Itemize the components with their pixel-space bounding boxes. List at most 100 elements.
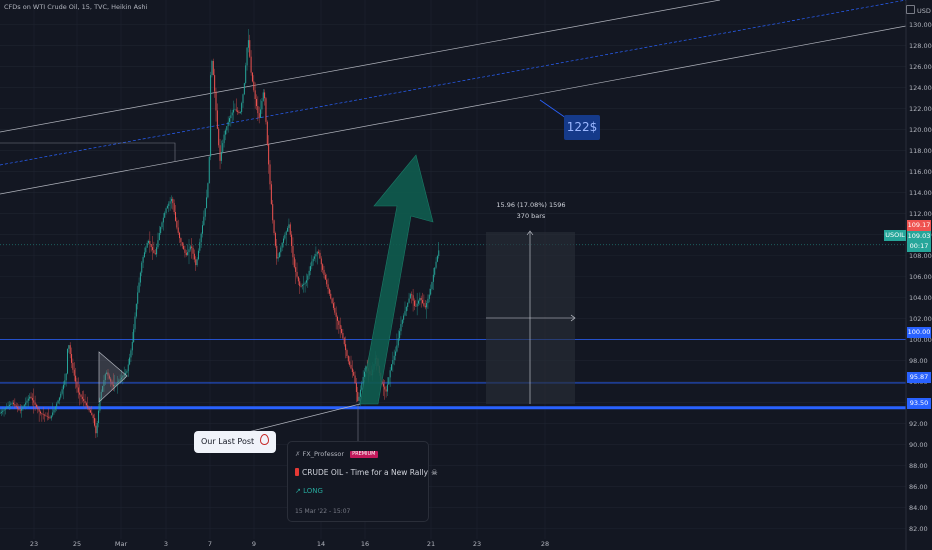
candle-body: [335, 312, 337, 317]
candle-body: [149, 241, 151, 245]
triangle-pattern: [98, 351, 128, 403]
time-tick-label: 28: [541, 540, 549, 548]
candle-body: [121, 377, 122, 380]
candle-body: [219, 145, 221, 161]
candle-body: [328, 289, 330, 294]
price-tick-label: 82.00: [909, 525, 928, 533]
candle-body: [96, 423, 98, 434]
candle-body: [305, 280, 307, 283]
candle-body: [127, 364, 129, 372]
idea-title-row[interactable]: CRUDE OIL - Time for a New Rally ☠: [295, 468, 438, 477]
candle-body: [112, 384, 114, 387]
candle-body: [316, 251, 318, 255]
channel-upper-line: [0, 0, 721, 133]
candle-body: [62, 384, 64, 390]
candle-body: [53, 409, 55, 413]
candle-body: [320, 258, 322, 265]
idea-author-row: ✗ FX_Professor PREMIUM: [295, 450, 378, 458]
candle-body: [257, 106, 259, 114]
price-tick-label: 104.00: [909, 294, 932, 302]
candle-body: [185, 252, 187, 256]
candle-body: [332, 303, 334, 308]
candle-body: [98, 410, 100, 424]
candle-body: [426, 303, 428, 308]
candle-body: [175, 212, 176, 221]
candle-body: [418, 300, 419, 304]
candle-body: [311, 261, 313, 267]
candle-body: [137, 292, 139, 304]
candle-body: [243, 83, 245, 95]
candle-body: [318, 251, 320, 253]
candle-body: [411, 294, 413, 296]
candle-body: [45, 415, 47, 417]
idea-author[interactable]: FX_Professor: [302, 450, 344, 458]
candle-body: [303, 283, 305, 286]
candle-body: [284, 235, 286, 239]
candle-body: [247, 40, 249, 48]
candle-body: [323, 269, 325, 275]
candle-body: [251, 72, 253, 82]
price-axis-labels: 130.00 128.00 126.00 124.00 122.00 120.00 118.…: [909, 21, 932, 533]
candle-body: [293, 257, 295, 268]
candle-body: [361, 382, 363, 390]
time-tick-label: 23: [473, 540, 481, 548]
candle-body: [242, 94, 244, 104]
price-tick-label: 130.00: [909, 21, 932, 29]
candle-body: [202, 225, 203, 234]
price-tick-label: 126.00: [909, 63, 932, 71]
candle-body: [276, 245, 278, 259]
currency-lock-icon: [906, 5, 915, 14]
candle-body: [407, 302, 409, 308]
candle-body: [397, 338, 399, 346]
candle-body: [57, 400, 59, 404]
oil-barrel-icon: [295, 468, 299, 476]
measure-arrow-up: [526, 230, 534, 236]
candle-body: [193, 253, 195, 260]
candle-body: [2, 410, 4, 412]
candle-body: [297, 276, 299, 282]
candle-body: [330, 293, 332, 299]
candle-body: [64, 380, 66, 385]
candle-body: [395, 351, 397, 356]
candle-body: [199, 242, 201, 251]
candle-body: [169, 201, 171, 204]
currency-selector[interactable]: USD: [906, 5, 931, 15]
candle-body: [196, 259, 198, 266]
candle-body: [0, 413, 1, 414]
candle-body: [99, 398, 101, 411]
candle-body: [322, 264, 324, 270]
candle-body: [230, 115, 232, 119]
price-tick-label: 88.00: [909, 462, 928, 470]
candle-body: [314, 256, 316, 259]
candle-body: [38, 409, 40, 412]
candle-body: [35, 404, 37, 408]
measure-box: [486, 230, 576, 404]
idea-card[interactable]: ✗ FX_Professor PREMIUM CRUDE OIL - Time …: [287, 441, 438, 522]
last-post-callout[interactable]: Our Last Post: [194, 431, 276, 453]
candle-body: [123, 374, 125, 377]
candle-body: [108, 375, 110, 379]
candle-body: [254, 90, 256, 99]
candle-body: [130, 350, 132, 358]
candle-body: [95, 425, 97, 434]
target-annotation[interactable]: 122$: [564, 115, 600, 140]
rally-arrow[interactable]: [359, 154, 434, 405]
candle-body: [216, 110, 218, 129]
candle-body: [91, 412, 93, 416]
candle-body: [19, 409, 21, 411]
candle-body: [162, 217, 164, 223]
price-tick-label: 86.00: [909, 483, 928, 491]
candle-body: [15, 405, 17, 407]
candle-body: [235, 109, 237, 111]
candle-body: [77, 387, 79, 393]
candle-body: [412, 295, 414, 301]
candle-body: [272, 204, 274, 221]
candle-body: [423, 302, 425, 306]
candle-body: [75, 375, 77, 382]
candle-body: [129, 357, 131, 365]
candle-body: [187, 252, 189, 256]
candle-body: [150, 244, 152, 248]
candle-body: [341, 328, 343, 333]
